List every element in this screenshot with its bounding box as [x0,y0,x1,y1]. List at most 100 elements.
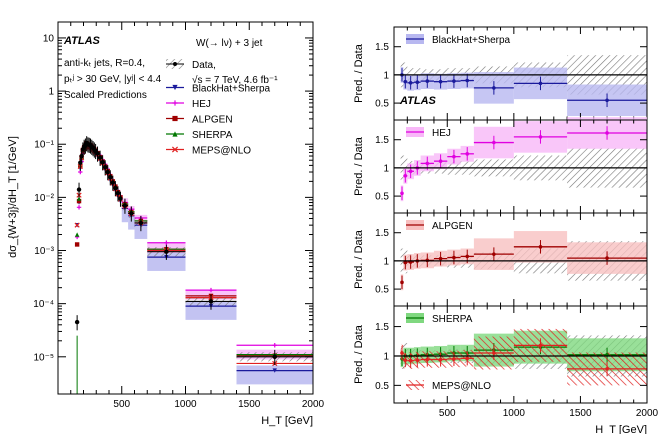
ratio-panels: 0.5 1 1.5 Pred. / Data BlackHat+Sherpa ATLAS 0… [353,26,659,436]
ratio-point [452,154,456,159]
prediction-point [74,242,80,247]
ratio-point [605,131,609,135]
legend-marker [172,84,178,91]
ratio-point [438,256,443,261]
y-tick-label: 1 [383,163,389,174]
ratio-point [415,80,420,85]
y-tick-label: 10⁻¹ [34,140,54,151]
y-axis-title: dσ_{W+3j}/dH_T [1/GeV] [7,136,19,258]
x-axis-title: H_T [GeV] [261,415,313,427]
ratio-point [438,159,443,163]
prediction-point [208,287,214,293]
x-tick-label: 500 [439,408,456,419]
ratio-point [452,79,456,83]
y-tick-label: 0.5 [375,285,389,296]
prediction-point [76,196,82,201]
data-point [102,164,108,170]
legend-marker [173,62,177,66]
y-tick-label: 1.5 [375,135,389,146]
data-point [108,174,113,180]
legend-label: HEJ [192,99,211,110]
y-tick-label: 1 [383,70,389,81]
ratio-point [400,351,404,355]
y-tick-label: 0.5 [375,99,389,110]
legend-label: BlackHat+Sherpa [192,84,271,95]
ratio-point [492,86,496,90]
ratio-point [400,191,404,196]
legend-label: MEPS@NLO [192,146,251,157]
y-tick-label: 10⁻⁵ [33,352,54,363]
prediction-point [76,205,82,210]
legend-label: HEJ [432,128,451,139]
ratio-y-axis-title: Pred. / Data [353,229,365,289]
data-point [115,190,121,196]
ratio-y-axis-title: Pred. / Data [353,324,365,384]
ratio-point [403,260,408,265]
legend-marker [171,146,179,153]
ratio-point [425,357,430,362]
y-tick-label: 10 [43,33,55,44]
prediction-point [74,222,80,228]
legend-label: ALPGEN [432,221,473,232]
data-point [208,299,214,304]
ratio-point [438,79,443,84]
prediction-point [272,368,277,373]
x-tick-label: 2000 [302,399,325,410]
y-tick-label: 1.5 [375,228,389,239]
legend-marker [172,131,178,137]
prediction-point [74,232,80,237]
y-tick-label: 0.5 [375,192,389,203]
ratio-point [465,78,470,83]
prediction-point [164,240,169,245]
ratio-point [415,358,420,362]
data-point [76,187,82,192]
uncertainty-band [236,365,313,385]
y-tick-label: 10⁻⁴ [33,299,54,310]
data-point [272,354,277,359]
ratio-point [538,343,543,348]
data-point [97,155,103,160]
ratio-point [408,81,413,85]
atlas-label: ATLAS [63,35,101,47]
ratio-point [425,79,430,83]
ratio-y-axis-title: Pred. / Data [353,43,365,103]
data-point [100,159,105,165]
legend-marker [172,100,178,106]
ratio-point [538,245,543,249]
ratio-panel: 0.5 1 1.5 Pred. / Data ALPGEN [353,212,648,307]
info-line: anti-kₜ jets, R=0.4, [64,58,145,69]
prediction-point [76,198,82,204]
legend-sublabel: √s = 7 TeV, 4.6 fb⁻¹ [192,74,278,86]
ratio-point [403,358,408,362]
y-tick-label: 1.5 [375,42,389,53]
data-point [105,169,110,175]
ratio-point [538,135,543,139]
data-point [129,211,134,216]
x-tick-label: 1500 [569,408,592,419]
y-tick-label: 1 [383,256,389,267]
ratio-point [465,152,470,156]
main-plot-area [74,136,313,394]
y-tick-label: 1 [383,351,389,362]
main-y-axis: 10 1 10⁻¹ 10⁻² 10⁻³ 10⁻⁴ 10⁻⁵ [33,33,313,363]
data-point [110,180,116,185]
legend-label: BlackHat+Sherpa [432,35,511,46]
y-tick-label: 1.5 [375,322,389,333]
ratio-point [465,356,470,361]
info-line: pₜʲ > 30 GeV, |yʲ| < 4.4 [64,74,162,85]
ratio-point [492,351,496,355]
ratio-panel: 0.5 1 1.5 Pred. / Data HEJ [353,117,648,214]
y-tick-label: 10⁻³ [34,246,54,257]
ratio-atlas-label: ATLAS [399,95,437,107]
ratio-point [605,98,609,103]
main-x-axis: 500 1000 1500 2000 H_T [GeV] [70,22,325,427]
ratio-panel-frame [393,305,648,404]
x-tick-label: 1000 [503,408,526,419]
ratio-point [400,280,404,285]
data-point [138,220,144,226]
x-axis-title: H_T [GeV] [595,424,647,434]
ratio-point [425,161,430,166]
ratio-point [438,357,443,362]
